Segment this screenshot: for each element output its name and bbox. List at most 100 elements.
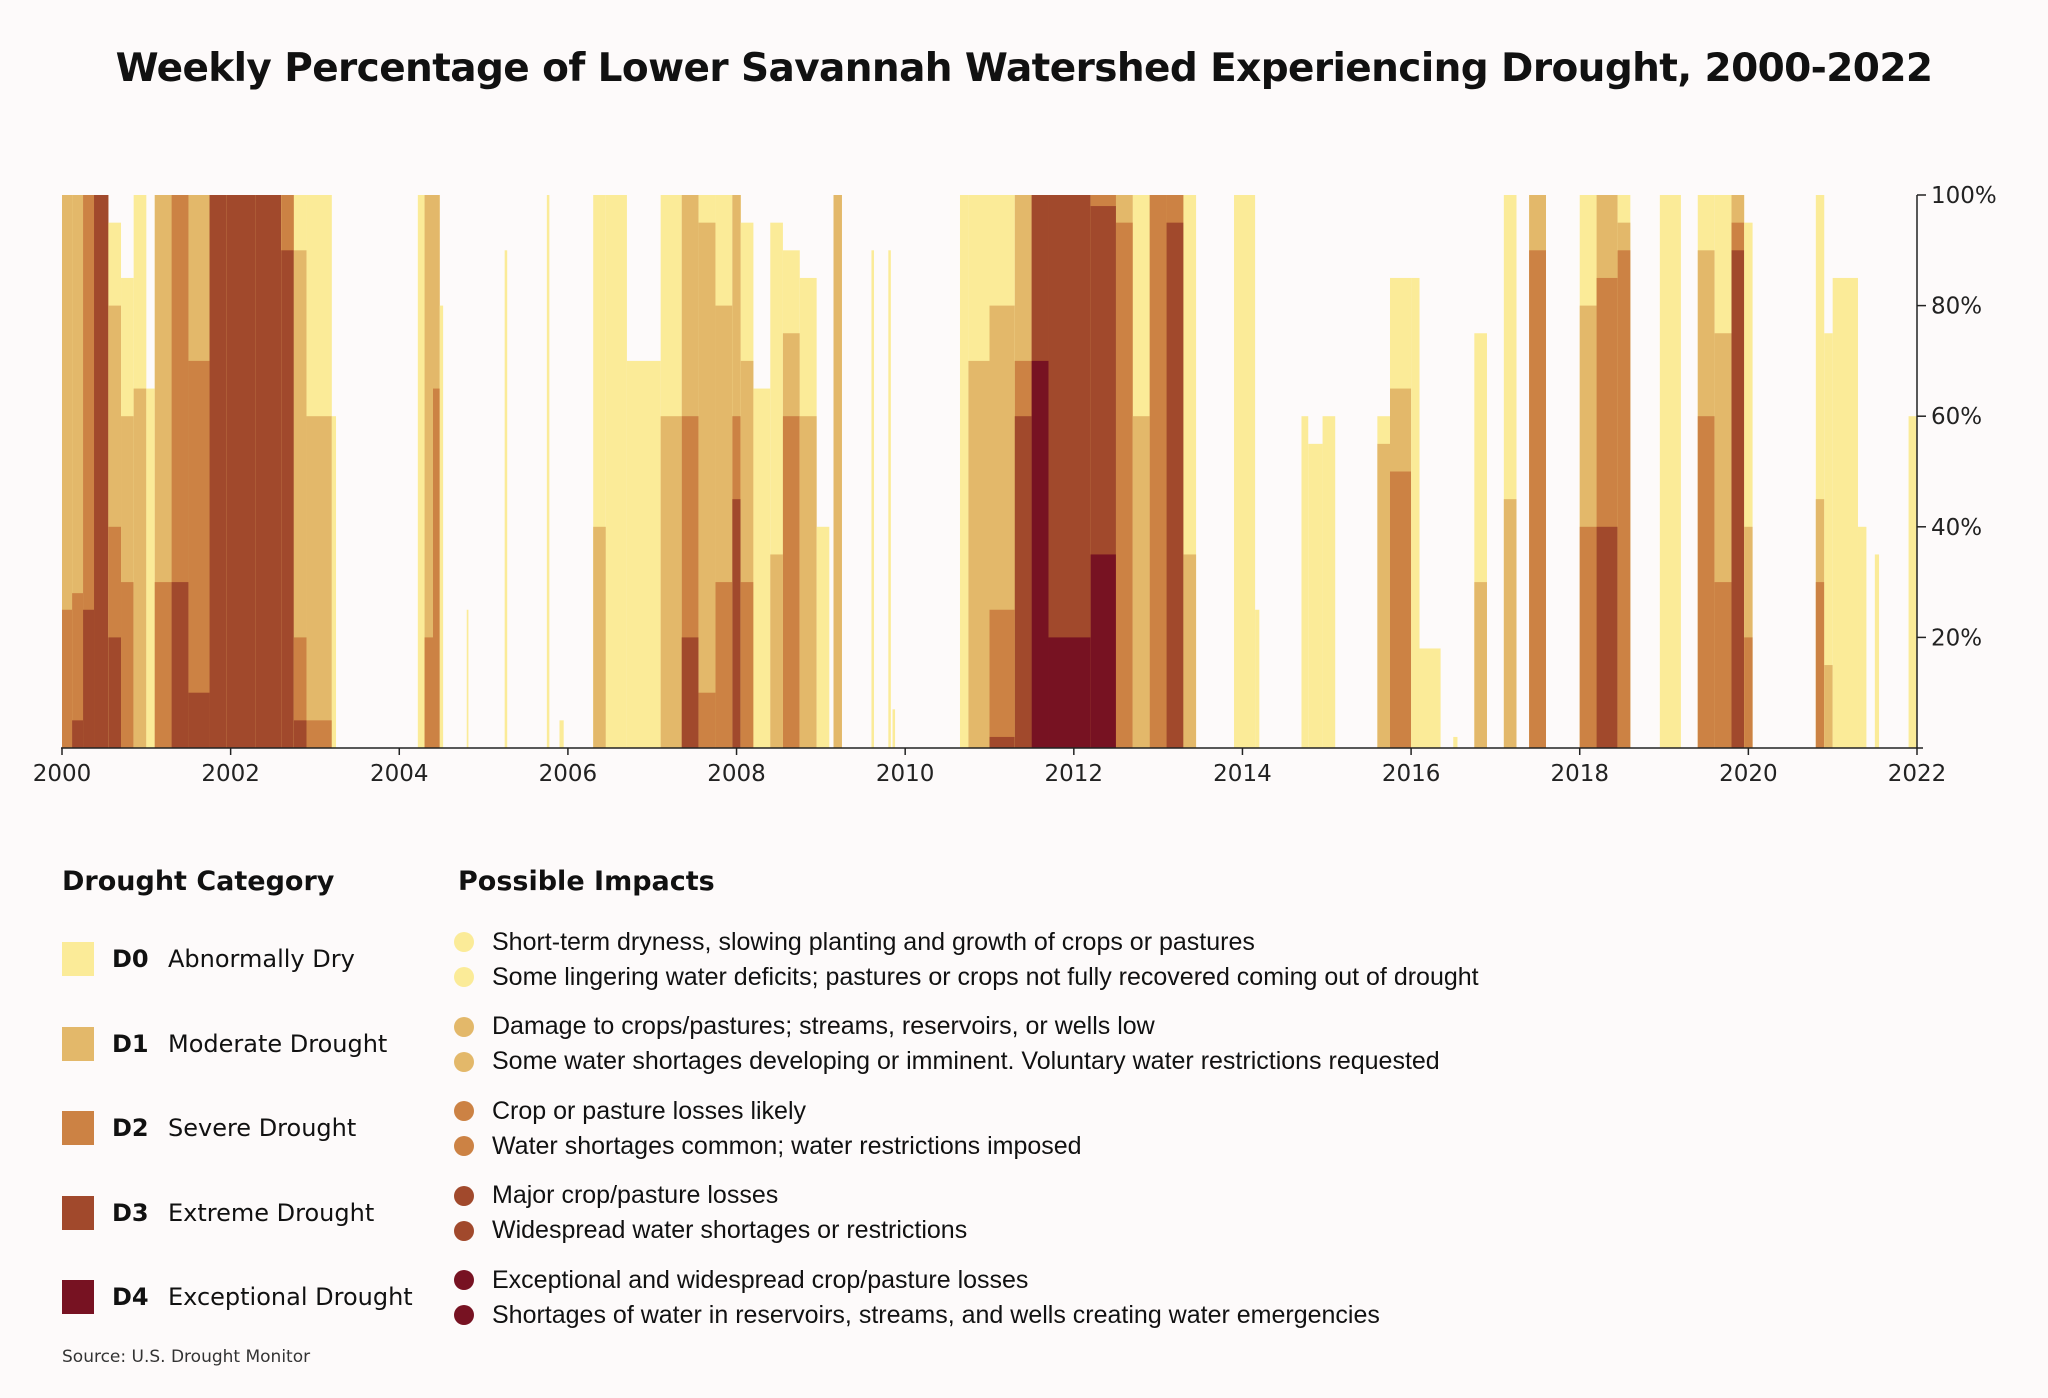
x-tick-label-2012: 2012	[1045, 761, 1104, 787]
impact-bullet-dot	[454, 1016, 474, 1037]
bar-d2-5	[121, 582, 134, 748]
bar-d0-65	[1453, 736, 1458, 748]
bar-d0-63	[1411, 277, 1420, 748]
bar-d3-33	[732, 499, 741, 748]
legend-item-d2: D2 Severe Drought	[62, 1111, 356, 1145]
bar-d2-16	[306, 720, 332, 748]
x-tick-label-2018: 2018	[1550, 761, 1609, 787]
legend-swatch	[62, 1111, 94, 1145]
bar-d0-59	[1308, 443, 1323, 748]
impact-bullet-dot	[454, 1270, 474, 1290]
bar-d2-0	[62, 609, 73, 748]
impact-bullet-dot	[454, 967, 474, 987]
impact-bullet-dot	[454, 1305, 474, 1325]
bar-d1-55	[1183, 554, 1197, 748]
legend-swatch	[62, 1280, 94, 1314]
bar-d1-6	[133, 388, 147, 748]
bar-d1-78	[1824, 665, 1833, 748]
impact-text: Short-term dryness, slowing planting and…	[492, 927, 1255, 956]
x-tick-label-2004: 2004	[370, 761, 429, 787]
bar-d4-48	[1031, 360, 1049, 748]
impact-item: Shortages of water in reservoirs, stream…	[454, 1298, 1380, 1332]
chart-title: Weekly Percentage of Lower Savannah Wate…	[115, 46, 1933, 91]
x-tick-label-2014: 2014	[1213, 761, 1272, 787]
bar-d0-76	[1744, 222, 1753, 748]
x-tick-label-2010: 2010	[876, 761, 935, 787]
x-tick-label-2006: 2006	[539, 761, 598, 787]
impact-bullet-dot	[454, 1136, 474, 1156]
x-tick-label-2022: 2022	[1888, 761, 1947, 787]
impact-text: Water shortages common; water restrictio…	[492, 1131, 1082, 1160]
impact-item: Damage to crops/pastures; streams, reser…	[454, 1010, 1155, 1044]
bar-d0-77	[1815, 195, 1825, 748]
chart-axes: 2000 2002 2004 2006 2008 2010 2012 2014 2016 2018…	[33, 183, 1997, 787]
y-tick-label-40: 40%	[1931, 515, 1982, 541]
legend-item-d4: D4 Exceptional Drought	[62, 1280, 413, 1314]
bar-d4-50	[1090, 554, 1116, 748]
bar-d2-8	[154, 582, 172, 748]
drought-bars	[62, 195, 1917, 749]
y-tick-label-60: 60%	[1931, 404, 1982, 430]
legend-code: D2	[112, 1114, 149, 1142]
possible-impacts-heading: Possible Impacts	[458, 866, 715, 897]
y-tick-label-100: 100%	[1931, 183, 1997, 209]
legend-swatch	[62, 942, 94, 976]
legend-code: D4	[112, 1283, 149, 1311]
bar-d3-46	[989, 736, 1015, 748]
bar-d0-64	[1419, 648, 1441, 748]
bar-d0-82	[1908, 416, 1917, 748]
impact-bullet-dot	[454, 932, 474, 952]
bar-d2-37	[782, 416, 800, 748]
x-tick-label-2000: 2000	[33, 761, 92, 787]
impact-text: Damage to crops/pastures; streams, reser…	[492, 1012, 1155, 1040]
legend-label: Moderate Drought	[168, 1029, 388, 1058]
bar-d1-67	[1503, 499, 1517, 748]
x-tick-label-2020: 2020	[1719, 761, 1778, 787]
bar-d0-22	[466, 609, 469, 748]
impact-item: Some lingering water deficits; pastures …	[454, 960, 1479, 994]
bar-d3-15	[293, 720, 307, 748]
bar-d1-36	[770, 554, 783, 748]
bar-d0-25	[559, 720, 564, 748]
bar-d1-45	[968, 360, 990, 748]
bar-d2-46	[989, 609, 1015, 748]
bar-d2-53	[1149, 195, 1167, 748]
legend-swatch	[62, 1195, 94, 1230]
impact-text: Some lingering water deficits; pastures …	[492, 962, 1479, 991]
bar-d4-49	[1048, 637, 1091, 748]
bar-d2-51	[1115, 222, 1133, 748]
bar-d3-4	[108, 637, 122, 748]
bar-d0-28	[626, 360, 661, 748]
impact-text: Major crop/pasture losses	[492, 1181, 779, 1209]
bar-d3-1	[72, 720, 84, 748]
bar-d1-0	[62, 195, 73, 748]
impact-item: Widespread water shortages or restrictio…	[454, 1214, 967, 1248]
bar-d0-21	[439, 305, 444, 748]
impact-item: Short-term dryness, slowing planting and…	[454, 925, 1255, 959]
bar-d3-14	[281, 250, 294, 749]
bar-d0-18	[417, 195, 425, 748]
bar-d2-10	[188, 360, 210, 748]
bar-d1-19	[424, 195, 433, 748]
bar-d0-44	[959, 195, 969, 748]
bar-d2-1	[72, 593, 84, 748]
bar-d0-60	[1322, 416, 1336, 748]
x-tick-label-2016: 2016	[1382, 761, 1441, 787]
impact-bullet-dot	[454, 1185, 474, 1206]
bar-d0-23	[504, 250, 508, 749]
bar-d3-2	[83, 609, 95, 748]
x-tick-label-2008: 2008	[707, 761, 766, 787]
bar-d2-31	[698, 692, 716, 748]
bar-d2-19	[424, 637, 433, 748]
bar-d2-2	[83, 195, 95, 748]
bar-d0-7	[146, 388, 155, 748]
bar-d2-20	[433, 388, 440, 748]
bar-d3-30	[681, 637, 699, 748]
bar-d1-52	[1132, 416, 1150, 748]
bar-d3-75	[1731, 250, 1745, 749]
bar-d0-57	[1255, 609, 1260, 748]
source-note: Source: U.S. Drought Monitor	[62, 1347, 311, 1367]
bar-d3-11	[209, 195, 227, 748]
bar-d2-32	[715, 582, 733, 748]
legend-item-d3: D3 Extreme Drought	[62, 1195, 374, 1230]
